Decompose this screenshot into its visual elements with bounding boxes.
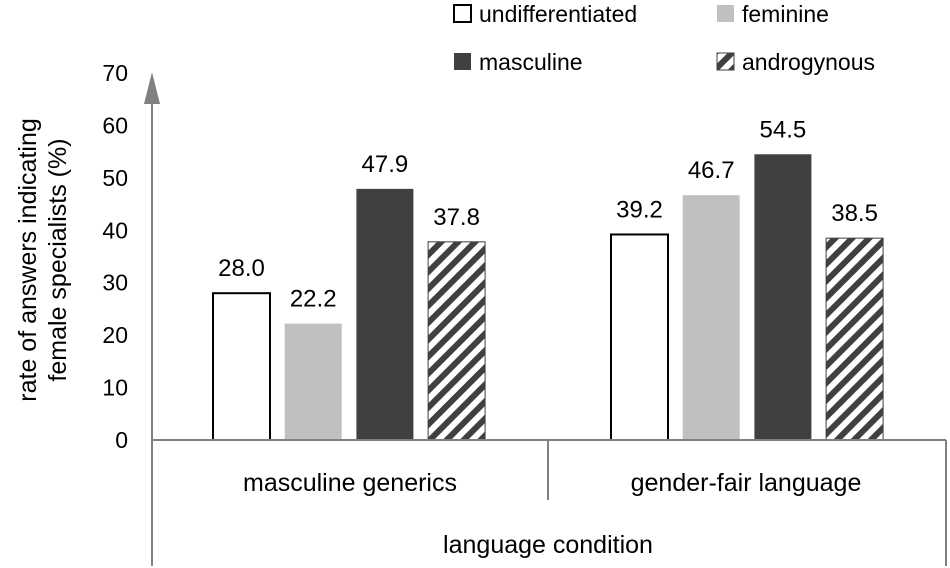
y-tick-label: 30 [102,270,128,296]
data-label: 54.5 [760,116,807,143]
data-label: 39.2 [616,196,663,223]
bar-feminine-gender-fair-language [682,195,740,440]
y-tick-label: 40 [102,217,128,243]
legend-label-undifferentiated: undifferentiated [479,1,637,27]
legend-label-masculine: masculine [479,49,583,75]
legend-label-androgynous: androgynous [742,49,875,75]
bar-androgynous-masculine-generics [427,241,486,441]
bar-undifferentiated-gender-fair-language [610,233,669,441]
data-label: 28.0 [218,255,265,282]
legend: undifferentiated feminine masculine andr… [453,1,875,75]
data-labels: 28.0 22.2 47.9 37.8 39.2 46.7 54.5 38.5 [218,116,878,312]
category-label-gender-fair-language: gender-fair language [631,469,862,497]
bar-feminine-masculine-generics [284,323,342,440]
x-axis-title: language condition [443,531,653,559]
y-tick-label: 10 [102,375,128,401]
bar-androgynous-gender-fair-language [825,237,884,441]
data-label: 38.5 [831,200,878,227]
y-tick-label: 0 [115,427,128,453]
data-label: 47.9 [362,151,409,178]
y-tick-label: 20 [102,322,128,348]
data-label: 37.8 [433,204,480,231]
bar-masculine-masculine-generics [356,188,414,440]
y-axis-title-line1: rate of answers indicating [14,118,42,401]
legend-swatch-androgynous [716,52,735,71]
y-tick-label: 50 [102,165,128,191]
bar-undifferentiated-masculine-generics [212,292,271,442]
legend-swatch-masculine [454,53,471,70]
legend-swatch-feminine [717,5,734,22]
y-axis-ticks: 0 10 20 30 40 50 60 70 [102,60,128,453]
y-axis-arrowhead [144,72,160,104]
legend-swatch-undifferentiated [453,4,472,23]
data-label: 46.7 [688,157,735,184]
category-label-masculine-generics: masculine generics [243,469,457,497]
y-tick-label: 60 [102,112,128,138]
data-label: 22.2 [290,286,337,313]
y-axis-title-line2: female specialists (%) [44,138,72,381]
y-tick-label: 70 [102,60,128,86]
bar-masculine-gender-fair-language [754,154,812,440]
legend-label-feminine: feminine [742,1,829,27]
bars [212,154,884,442]
